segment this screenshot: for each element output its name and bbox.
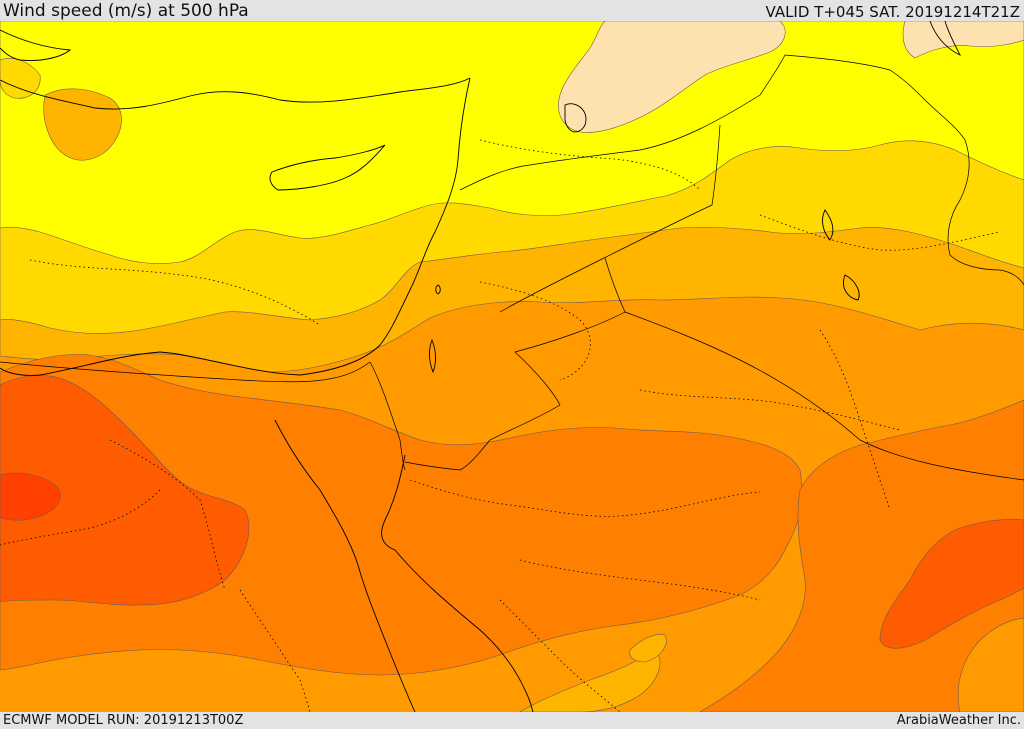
coastlines — [0, 21, 961, 712]
credit-label: ArabiaWeather Inc. — [896, 713, 1021, 728]
map-title: Wind speed (m/s) at 500 hPa — [3, 1, 249, 21]
country-borders — [0, 54, 1024, 481]
patch-deep-w — [0, 472, 61, 521]
footer-bar: ECMWF MODEL RUN: 20191213T00Z ArabiaWeat… — [0, 712, 1024, 729]
model-run-label: ECMWF MODEL RUN: 20191213T00Z — [3, 713, 244, 728]
regional-boundaries — [0, 139, 1001, 712]
patch-lightest — [558, 21, 786, 133]
patch-gold-nw2 — [0, 58, 41, 99]
patch-red-orange-e — [879, 519, 1024, 649]
wind-speed-map — [0, 21, 1024, 712]
patch-red-orange-w — [0, 375, 250, 606]
band-yellow — [0, 21, 1024, 264]
valid-time-label: VALID T+045 SAT. 20191214T21Z — [765, 3, 1020, 21]
patch-amber-nw — [43, 88, 122, 161]
patch-orange-se — [957, 617, 1024, 712]
map-canvas — [0, 21, 1024, 712]
band-dark-orange-e — [699, 399, 1024, 712]
header-bar: Wind speed (m/s) at 500 hPa VALID T+045 … — [0, 0, 1024, 21]
patch-amber-s2 — [629, 634, 667, 663]
